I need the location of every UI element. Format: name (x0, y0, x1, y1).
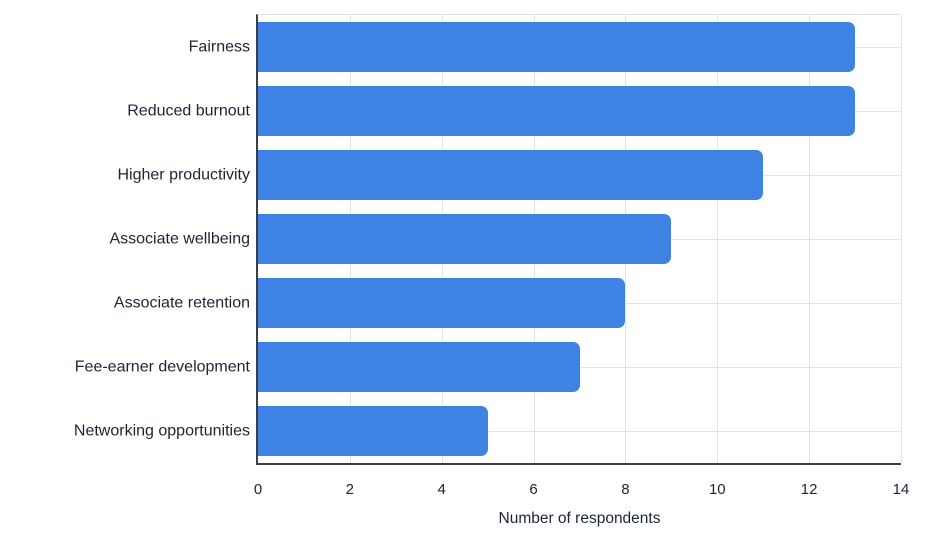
x-axis-tick-labels: 0 2 4 6 8 10 12 14 (254, 481, 910, 499)
x-tick-label: 14 (892, 481, 910, 498)
x-tick-label: 8 (621, 481, 630, 498)
bar-associate-wellbeing (258, 214, 672, 264)
bar-fee-earner-development (258, 342, 580, 392)
category-label: Associate retention (113, 294, 250, 312)
category-axis-labels: Fairness Reduced burnout Higher productivi… (0, 15, 258, 463)
plot-area (256, 14, 902, 465)
category-label: Fairness (188, 38, 250, 56)
category-label: Networking opportunities (73, 422, 250, 440)
x-tick-label: 10 (708, 481, 726, 498)
category-label: Reduced burnout (127, 102, 250, 120)
vertical-gridline (901, 15, 902, 463)
x-tick-label: 6 (529, 481, 538, 498)
bar-fairness (258, 22, 856, 72)
horizontal-gridline (258, 367, 901, 368)
horizontal-gridline (258, 431, 901, 432)
category-label: Associate wellbeing (109, 230, 250, 248)
x-tick-label: 2 (345, 481, 355, 498)
x-tick-label: 12 (800, 481, 818, 498)
bar-reduced-burnout (258, 86, 856, 136)
bar-higher-productivity (258, 150, 764, 200)
x-tick-label: 4 (437, 481, 446, 498)
x-axis-title: Number of respondents (498, 510, 661, 527)
bar-associate-retention (258, 278, 626, 328)
category-label: Higher productivity (117, 166, 251, 184)
category-label: Fee-earner development (74, 358, 250, 376)
bar-networking-opportunities (258, 406, 488, 456)
x-tick-label: 0 (253, 481, 263, 498)
